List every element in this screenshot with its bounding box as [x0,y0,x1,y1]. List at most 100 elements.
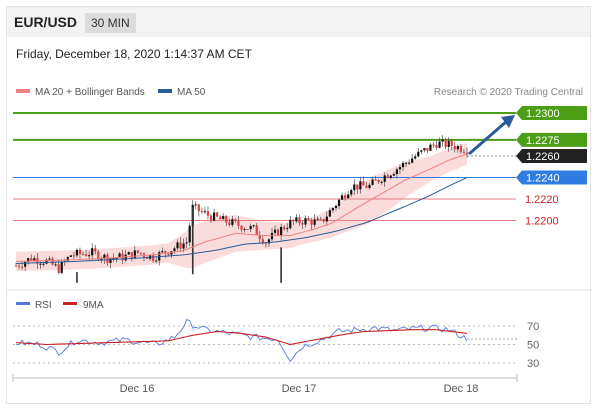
candle-body-90 [289,219,292,229]
ma50-line [15,177,468,264]
candle-body-8 [39,263,42,265]
candle-body-71 [231,219,234,225]
ma20-legend-label: MA 20 + Bollinger Bands [35,87,145,98]
candle-body-109 [347,194,350,199]
candle-body-62 [203,211,207,213]
candle-body-123 [389,175,392,178]
candle-body-20 [75,249,79,256]
candle-body-104 [331,207,335,211]
candle-body-106 [337,199,341,206]
x-tick-label-2: Dec 18 [444,383,479,395]
candle-body-21 [78,249,82,255]
candle-body-145 [456,146,459,150]
candle-body-85 [273,229,277,233]
candle-body-1 [17,265,21,267]
candle-body-108 [344,195,347,199]
bollinger-band [16,143,467,271]
candle-body-116 [368,184,371,188]
candle-body-56 [185,242,188,244]
candle-body-115 [365,185,368,188]
candle-body-74 [240,225,243,230]
candle-body-140 [441,139,444,142]
candle-body-4 [27,258,30,262]
candle-body-138 [435,145,438,148]
ma20-line [15,153,468,262]
candle-body-95 [304,218,307,225]
candle-body-61 [200,211,203,213]
candle-body-137 [432,144,435,146]
candle-body-113 [359,181,362,190]
ma50-legend-label: MA 50 [177,87,206,98]
level-label-1.2220: 1.2220 [525,194,559,206]
candle-body-2 [20,266,24,268]
candle-body-142 [447,140,450,148]
candle-body-26 [94,248,97,252]
x-tick-label-0: Dec 16 [120,383,155,395]
rsi-legend-label: RSI [35,300,52,311]
candle-body-73 [237,220,240,226]
candle-body-66 [216,212,219,217]
candle-body-114 [362,181,365,186]
level-label-1.2260: 1.2260 [526,151,560,163]
candle-body-89 [286,228,289,230]
candle-body-18 [69,255,72,257]
candle-body-126 [398,167,402,170]
candle-body-13 [54,264,57,266]
candle-body-37 [127,252,130,255]
candle-body-125 [395,169,399,175]
ma9-legend-label: 9MA [83,300,104,311]
candle-body-27 [97,251,100,260]
candle-body-67 [219,216,222,220]
symbol-title: EUR/USD [14,14,78,30]
candle-body-132 [417,151,420,157]
candle-body-87 [280,226,283,236]
candle-body-48 [161,251,164,253]
ma50-legend-swatch [158,89,172,93]
candle-body-72 [234,219,237,221]
level-label-1.2200: 1.2200 [525,216,559,228]
candle-body-33 [115,257,118,259]
candle-body-121 [383,175,386,182]
candle-body-82 [264,243,267,245]
price-chart: MA 20 + Bollinger Bands MA 50 Research © 2… [7,87,592,395]
candle-body-103 [328,210,331,217]
candle-body-144 [453,146,456,150]
candle-body-46 [155,260,158,262]
rsi-ma9-line [15,329,468,346]
candle-body-139 [438,141,441,148]
candle-body-78 [252,225,255,227]
candle-body-98 [313,219,316,225]
rsi-level-label-30: 30 [527,358,539,370]
candle-body-55 [182,243,185,249]
candle-body-12 [51,258,54,265]
candle-body-148 [465,152,469,155]
candle-body-77 [249,225,252,230]
candle-body-141 [444,139,447,148]
candle-body-146 [459,146,463,152]
candle-body-25 [91,248,94,256]
candle-body-41 [139,252,143,254]
level-tag-1.2300 [516,106,587,120]
candle-body-0 [14,265,18,267]
candle-body-96 [307,218,310,220]
candle-body-80 [258,235,261,240]
candle-body-143 [450,140,453,147]
candle-body-28 [100,258,103,260]
candle-body-130 [411,158,414,163]
candle-body-36 [124,254,127,261]
candle-body-99 [316,218,319,220]
candle-body-51 [170,251,173,255]
candle-body-10 [45,259,48,264]
candle-body-128 [404,162,408,164]
candle-body-11 [48,258,51,260]
candle-body-79 [255,225,258,236]
candle-body-101 [322,218,325,222]
candle-body-147 [462,151,466,153]
candle-body-84 [270,232,274,240]
candle-body-23 [84,254,88,256]
candle-body-131 [414,156,417,159]
candle-body-50 [167,253,170,255]
candle-body-75 [243,229,246,231]
candle-body-88 [283,226,286,230]
candle-body-118 [374,179,377,181]
